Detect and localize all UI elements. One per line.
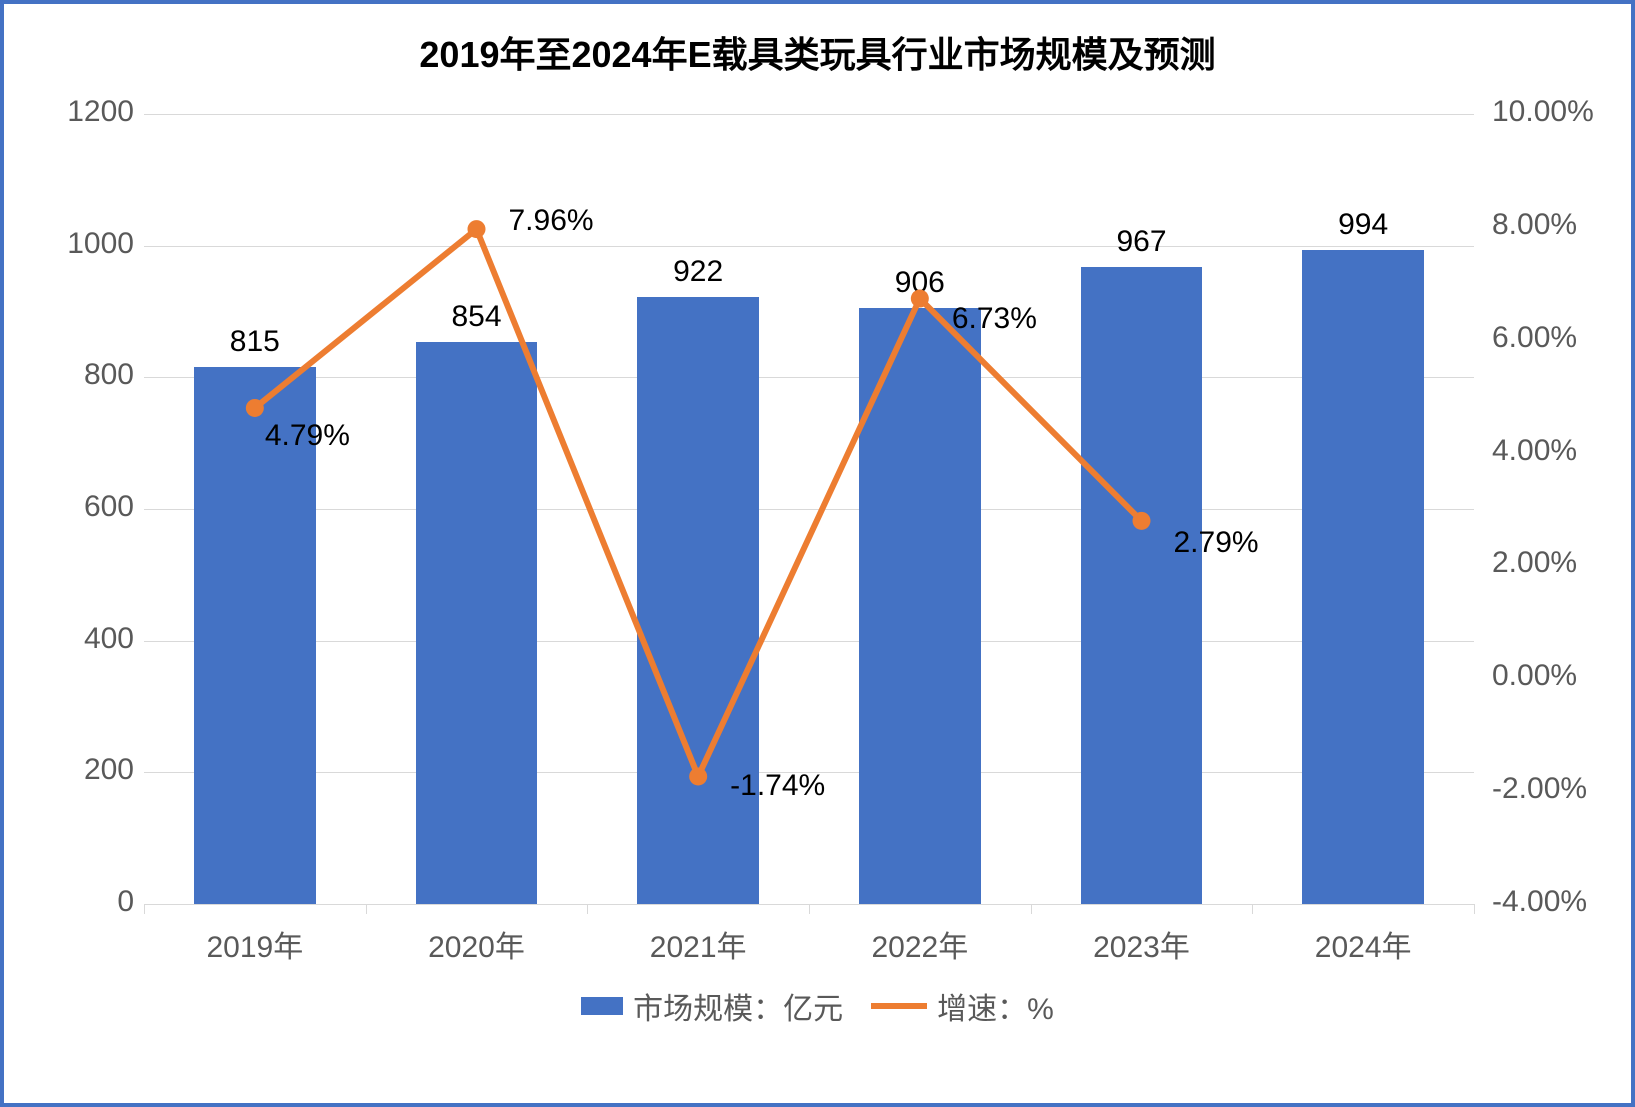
x-tick <box>366 904 367 914</box>
x-tick-label: 2020年 <box>366 922 588 966</box>
y-left-tick-label: 600 <box>24 490 134 524</box>
bar <box>859 308 981 904</box>
chart-container: 2019年至2024年E载具类玩具行业市场规模及预测 0200400600800… <box>0 0 1635 1107</box>
bar-value-label: 922 <box>637 255 759 289</box>
legend: 市场规模：亿元 增速：% <box>4 984 1631 1028</box>
x-tick <box>1252 904 1253 914</box>
y-left-tick-label: 1200 <box>24 95 134 129</box>
x-tick <box>144 904 145 914</box>
y-right-tick-label: 0.00% <box>1492 659 1635 693</box>
plot-area: 020040060080010001200-4.00%-2.00%0.00%2.… <box>144 114 1474 904</box>
x-tick-label: 2021年 <box>587 922 809 966</box>
y-left-tick-label: 0 <box>24 885 134 919</box>
gridline <box>144 114 1474 115</box>
bar-value-label: 994 <box>1302 208 1424 242</box>
legend-bar-swatch <box>581 997 623 1015</box>
bar-value-label: 815 <box>194 325 316 359</box>
line-value-label: 2.79% <box>1174 526 1334 560</box>
x-tick-label: 2024年 <box>1252 922 1474 966</box>
bar <box>416 342 538 904</box>
bar <box>1302 250 1424 904</box>
x-tick-label: 2019年 <box>144 922 366 966</box>
y-right-tick-label: 2.00% <box>1492 546 1635 580</box>
x-tick <box>809 904 810 914</box>
y-right-tick-label: -4.00% <box>1492 885 1635 919</box>
y-left-tick-label: 400 <box>24 622 134 656</box>
gridline <box>144 641 1474 642</box>
x-tick-label: 2023年 <box>1031 922 1253 966</box>
gridline <box>144 246 1474 247</box>
line-value-label: 7.96% <box>509 204 669 238</box>
legend-line-label: 增速：% <box>937 984 1054 1028</box>
bar-value-label: 906 <box>859 266 981 300</box>
y-left-tick-label: 800 <box>24 358 134 392</box>
x-tick <box>587 904 588 914</box>
chart-title: 2019年至2024年E载具类玩具行业市场规模及预测 <box>4 26 1631 78</box>
legend-item-line: 增速：% <box>871 984 1054 1028</box>
y-left-tick-label: 200 <box>24 753 134 787</box>
y-right-tick-label: 8.00% <box>1492 208 1635 242</box>
legend-bar-label: 市场规模：亿元 <box>633 984 843 1028</box>
y-right-tick-label: 4.00% <box>1492 434 1635 468</box>
y-right-tick-label: 6.00% <box>1492 321 1635 355</box>
bar-value-label: 967 <box>1081 225 1203 259</box>
legend-line-swatch <box>871 1003 927 1009</box>
x-tick-label: 2022年 <box>809 922 1031 966</box>
gridline <box>144 509 1474 510</box>
line-value-label: 6.73% <box>952 302 1112 336</box>
line-marker <box>468 220 486 238</box>
bar <box>637 297 759 904</box>
x-tick <box>1031 904 1032 914</box>
y-left-tick-label: 1000 <box>24 227 134 261</box>
gridline <box>144 377 1474 378</box>
x-tick <box>1474 904 1475 914</box>
line-value-label: 4.79% <box>265 419 425 453</box>
y-right-tick-label: 10.00% <box>1492 95 1635 129</box>
line-value-label: -1.74% <box>730 769 890 803</box>
bar-value-label: 854 <box>416 300 538 334</box>
y-right-tick-label: -2.00% <box>1492 772 1635 806</box>
legend-item-bar: 市场规模：亿元 <box>581 984 843 1028</box>
bar <box>1081 267 1203 904</box>
